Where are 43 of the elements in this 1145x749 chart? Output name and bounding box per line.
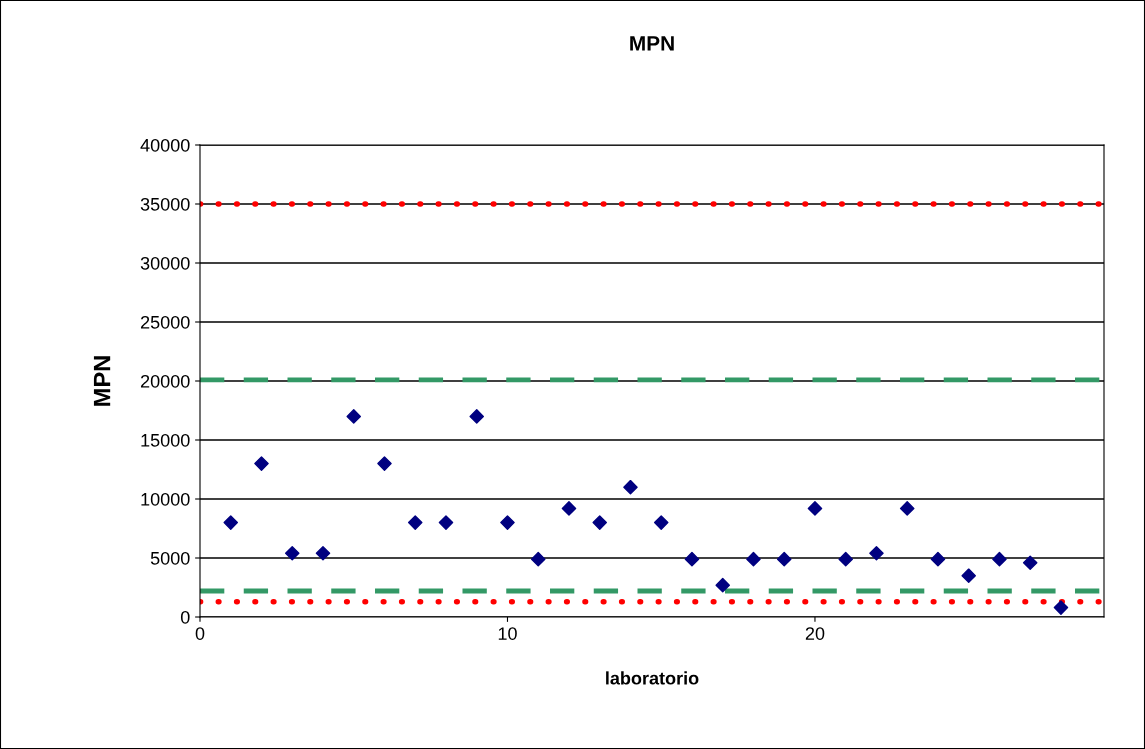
point bbox=[377, 456, 392, 471]
y-tick-label: 15000 bbox=[141, 433, 190, 447]
point bbox=[346, 409, 362, 424]
point bbox=[715, 577, 731, 593]
x-tick-label: 20 bbox=[805, 627, 825, 640]
point bbox=[961, 568, 976, 583]
point bbox=[469, 409, 485, 424]
point bbox=[992, 551, 1007, 567]
point bbox=[653, 515, 669, 530]
point bbox=[899, 501, 915, 516]
chart-title: MPN bbox=[630, 36, 674, 51]
point bbox=[838, 551, 853, 567]
y-tick-label: 40000 bbox=[140, 138, 190, 152]
x-tick-label: 10 bbox=[498, 627, 517, 640]
point bbox=[530, 551, 546, 567]
point bbox=[1053, 600, 1069, 615]
point bbox=[438, 515, 454, 530]
x-axis-title: laboratorio bbox=[606, 671, 699, 685]
y-tick-label: 25000 bbox=[140, 315, 190, 329]
point bbox=[623, 479, 638, 495]
point bbox=[500, 515, 515, 530]
point bbox=[561, 501, 577, 516]
y-tick-label: 35000 bbox=[140, 197, 190, 211]
point bbox=[776, 551, 792, 567]
point bbox=[746, 551, 761, 567]
point bbox=[869, 545, 884, 561]
y-tick-label: 20000 bbox=[140, 374, 190, 388]
y-axis-title: MPN bbox=[93, 356, 111, 406]
y-tick-label: 30000 bbox=[140, 256, 190, 270]
x-tick-label: 0 bbox=[195, 627, 205, 640]
point bbox=[223, 515, 239, 530]
point bbox=[315, 545, 331, 561]
y-tick-label: 5000 bbox=[150, 551, 190, 565]
y-tick-label: 10000 bbox=[141, 492, 190, 506]
point bbox=[684, 551, 700, 567]
point bbox=[1022, 555, 1038, 571]
point bbox=[407, 515, 423, 530]
point bbox=[284, 545, 300, 561]
point bbox=[592, 515, 608, 530]
point bbox=[254, 456, 269, 471]
point bbox=[807, 501, 823, 516]
y-tick-label: 0 bbox=[180, 610, 190, 624]
point bbox=[930, 551, 946, 567]
